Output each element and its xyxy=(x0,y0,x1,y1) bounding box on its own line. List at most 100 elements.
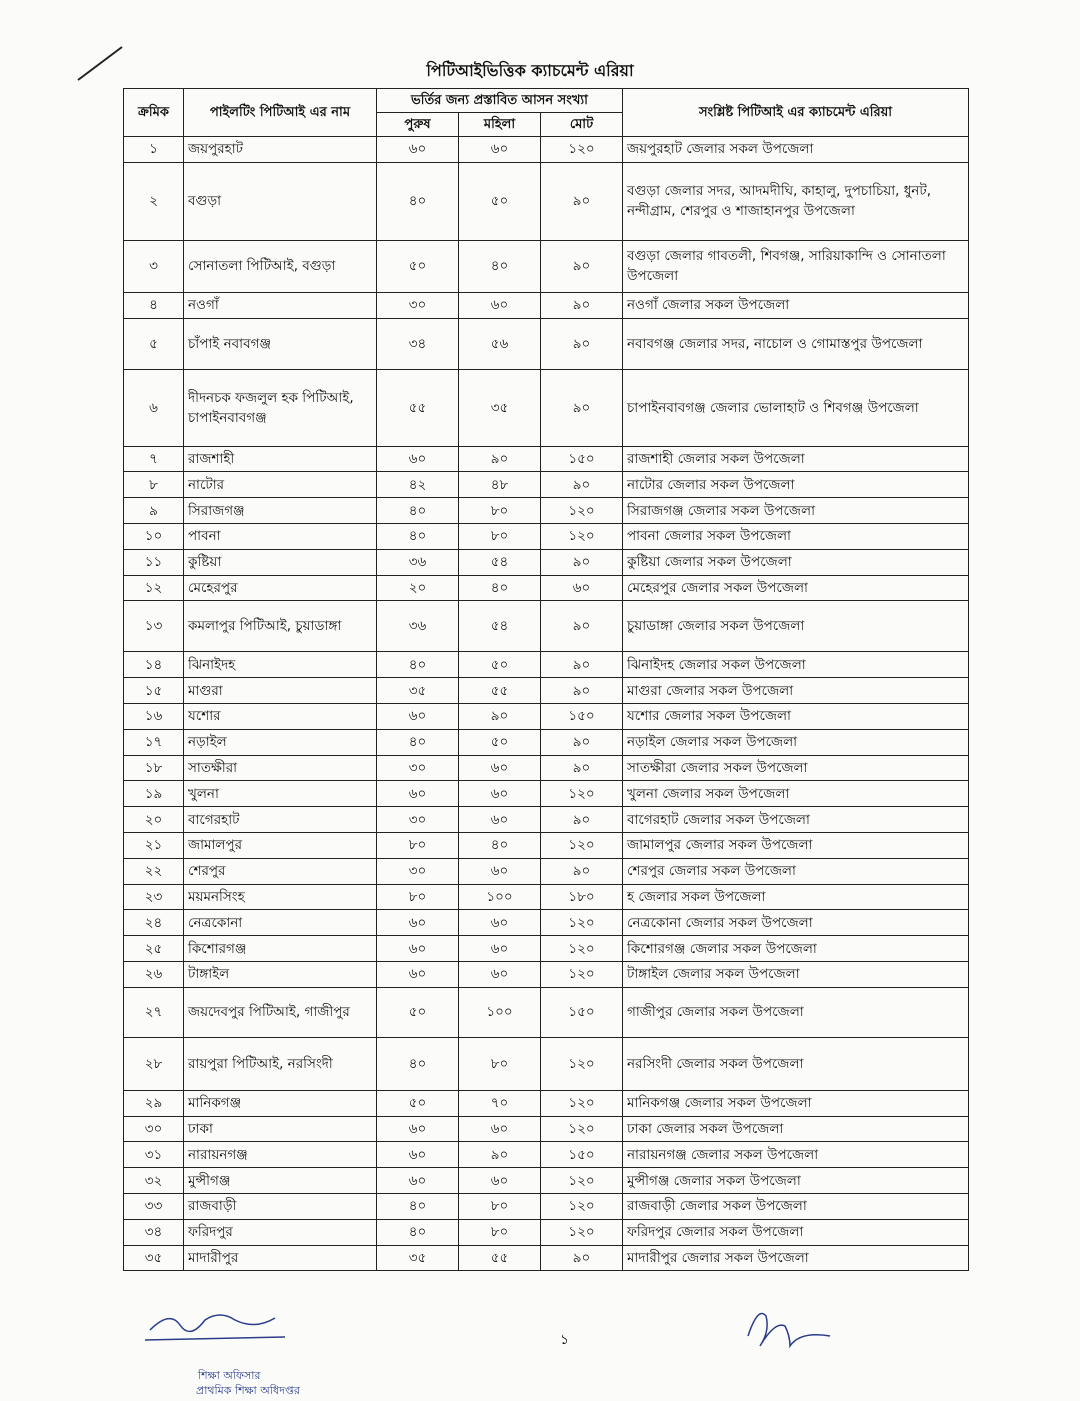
cell-male: ৫০ xyxy=(376,1089,459,1117)
table-body: ১ জয়পুরহাট ৬০ ৬০ ১২০ জয়পুরহাট জেলার সকল উপজ… xyxy=(123,136,969,1272)
cell-serial: ১৭ xyxy=(123,728,184,756)
cell-female: ৭০ xyxy=(458,1089,541,1117)
header-female: মহিলা xyxy=(458,112,541,137)
cell-name: ফরিদপুর xyxy=(183,1218,377,1246)
table-row: ২৮ রায়পুরা পিটিআই, নরসিংদী ৪০ ৮০ ১২০ নরসিংদী… xyxy=(123,1036,969,1091)
cell-female: ৬০ xyxy=(458,857,541,885)
cell-female: ৪০ xyxy=(458,574,541,602)
cell-female: ৬০ xyxy=(458,1115,541,1143)
cell-area: কিশোরগঞ্জ জেলার সকল উপজেলা xyxy=(622,935,969,962)
cell-serial: ২২ xyxy=(123,857,184,885)
cell-total: ৯০ xyxy=(540,651,623,679)
cell-area: মাদারীপুর জেলার সকল উপজেলা xyxy=(622,1244,969,1272)
cell-serial: ২৩ xyxy=(123,883,184,911)
cell-total: ৯০ xyxy=(540,857,623,885)
cell-area: নবাবগঞ্জ জেলার সদর, নাচোল ও গোমাস্তপুর উ… xyxy=(622,317,969,370)
cell-female: ৪৮ xyxy=(458,471,541,499)
cell-serial: ৭ xyxy=(123,445,184,473)
cell-total: ১৫০ xyxy=(540,986,623,1038)
cell-name: শেরপুর xyxy=(183,857,377,885)
cell-area: বগুড়া জেলার সদর, আদমদীঘি, কাহালু, দুপচা… xyxy=(622,161,969,241)
cell-area: মুন্সীগঞ্জ জেলার সকল উপজেলা xyxy=(622,1167,969,1194)
cell-total: ১২০ xyxy=(540,1115,623,1143)
cell-serial: ৫ xyxy=(123,317,184,370)
table-row: ৩৩ রাজবাড়ী ৪০ ৮০ ১২০ রাজবাড়ী জেলার সকল উপজে… xyxy=(123,1192,969,1220)
table-row: ১ জয়পুরহাট ৬০ ৬০ ১২০ জয়পুরহাট জেলার সকল উপজ… xyxy=(123,136,969,163)
cell-total: ১২০ xyxy=(540,1036,623,1091)
cell-total: ১২০ xyxy=(540,831,623,859)
cell-name: মাদারীপুর xyxy=(183,1244,377,1272)
cell-female: ৬০ xyxy=(458,780,541,808)
header-male: পুরুষ xyxy=(376,112,459,137)
cell-area: মানিকগঞ্জ জেলার সকল উপজেলা xyxy=(622,1089,969,1117)
cell-total: ৯০ xyxy=(540,1244,623,1272)
cell-total: ১৫০ xyxy=(540,445,623,473)
cell-total: ১৮০ xyxy=(540,883,623,911)
cell-name: সোনাতলা পিটিআই, বগুড়া xyxy=(183,239,377,293)
cell-name: নেত্রকোনা xyxy=(183,909,377,937)
cell-name: জামালপুর xyxy=(183,831,377,859)
cell-male: ৩৬ xyxy=(376,548,459,576)
cell-name: নড়াইল xyxy=(183,728,377,756)
cell-total: ৯০ xyxy=(540,471,623,499)
cell-serial: ১৩ xyxy=(123,600,184,653)
cell-female: ৫৬ xyxy=(458,317,541,370)
cell-area: জয়পুরহাট জেলার সকল উপজেলা xyxy=(622,136,969,163)
cell-total: ৯০ xyxy=(540,806,623,833)
cell-total: ১২০ xyxy=(540,497,623,524)
cell-total: ৯০ xyxy=(540,677,623,704)
cell-male: ২০ xyxy=(376,574,459,602)
cell-male: ৪০ xyxy=(376,161,459,241)
cell-male: ৩০ xyxy=(376,806,459,833)
cell-serial: ২১ xyxy=(123,831,184,859)
cell-male: ৬০ xyxy=(376,780,459,808)
cell-name: জয়দেবপুর পিটিআই, গাজীপুর xyxy=(183,986,377,1038)
header-area: সংশ্লিষ্ট পিটিআই এর ক্যাচমেন্ট এরিয়া xyxy=(622,88,969,137)
cell-serial: ২৭ xyxy=(123,986,184,1038)
cell-name: সাতক্ষীরা xyxy=(183,754,377,782)
header-serial: ক্রমিক xyxy=(123,88,184,137)
cell-serial: ১৫ xyxy=(123,677,184,704)
cell-name: রাজশাহী xyxy=(183,445,377,473)
cell-name: সিরাজগঞ্জ xyxy=(183,497,377,524)
cell-area: সাতক্ষীরা জেলার সকল উপজেলা xyxy=(622,754,969,782)
table-row: ৩৫ মাদারীপুর ৩৫ ৫৫ ৯০ মাদারীপুর জেলার সকল উপজ… xyxy=(123,1244,969,1272)
cell-serial: ৩০ xyxy=(123,1115,184,1143)
signature-line: প্রাথমিক শিক্ষা অধিদপ্তর xyxy=(196,1384,300,1397)
cell-name: পাবনা xyxy=(183,522,377,550)
cell-name: খুলনা xyxy=(183,780,377,808)
cell-area: ঝিনাইদহ জেলার সকল উপজেলা xyxy=(622,651,969,679)
cell-female: ৫৫ xyxy=(458,1244,541,1272)
cell-name: বগুড়া xyxy=(183,161,377,241)
cell-total: ৯০ xyxy=(540,368,623,447)
cell-name: কমলাপুর পিটিআই, চুয়াডাঙ্গা xyxy=(183,600,377,653)
cell-male: ৫০ xyxy=(376,986,459,1038)
cell-female: ৮০ xyxy=(458,1192,541,1220)
cell-total: ১৫০ xyxy=(540,1141,623,1169)
cell-male: ৬০ xyxy=(376,136,459,163)
cell-name: নাটোর xyxy=(183,471,377,499)
cell-male: ৩৫ xyxy=(376,1244,459,1272)
cell-male: ৪০ xyxy=(376,728,459,756)
cell-area: খুলনা জেলার সকল উপজেলা xyxy=(622,780,969,808)
cell-area: চুয়াডাঙ্গা জেলার সকল উপজেলা xyxy=(622,600,969,653)
cell-area: নাটোর জেলার সকল উপজেলা xyxy=(622,471,969,499)
cell-name: মেহেরপুর xyxy=(183,574,377,602)
cell-name: রাজবাড়ী xyxy=(183,1192,377,1220)
table-row: ১৩ কমলাপুর পিটিআই, চুয়াডাঙ্গা ৩৬ ৫৪ ৯০ চুয়া… xyxy=(123,600,969,653)
table-row: ৯ সিরাজগঞ্জ ৪০ ৮০ ১২০ সিরাজগঞ্জ জেলার সকল উপজ… xyxy=(123,497,969,524)
cell-area: বাগেরহাট জেলার সকল উপজেলা xyxy=(622,806,969,833)
cell-male: ৬০ xyxy=(376,1167,459,1194)
cell-total: ১২০ xyxy=(540,522,623,550)
table-row: ৬ দীদনচক ফজলুল হক পিটিআই, চাপাইনবাবগঞ্জ ৫৫… xyxy=(123,368,969,447)
cell-total: ১২০ xyxy=(540,1167,623,1194)
cell-name: নওগাঁ xyxy=(183,291,377,319)
cell-serial: ২৮ xyxy=(123,1036,184,1091)
cell-area: বগুড়া জেলার গাবতলী, শিবগঞ্জ, সারিয়াকান… xyxy=(622,239,969,293)
cell-female: ৩৫ xyxy=(458,368,541,447)
table-row: ৩ সোনাতলা পিটিআই, বগুড়া ৫০ ৪০ ৯০ বগুড়া জেলা… xyxy=(123,239,969,293)
table-row: ১০ পাবনা ৪০ ৮০ ১২০ পাবনা জেলার সকল উপজেলা xyxy=(123,522,969,550)
cell-serial: ৩২ xyxy=(123,1167,184,1194)
table-row: ২৯ মানিকগঞ্জ ৫০ ৭০ ১২০ মানিকগঞ্জ জেলার সকল উপ… xyxy=(123,1089,969,1117)
cell-serial: ২৫ xyxy=(123,935,184,962)
